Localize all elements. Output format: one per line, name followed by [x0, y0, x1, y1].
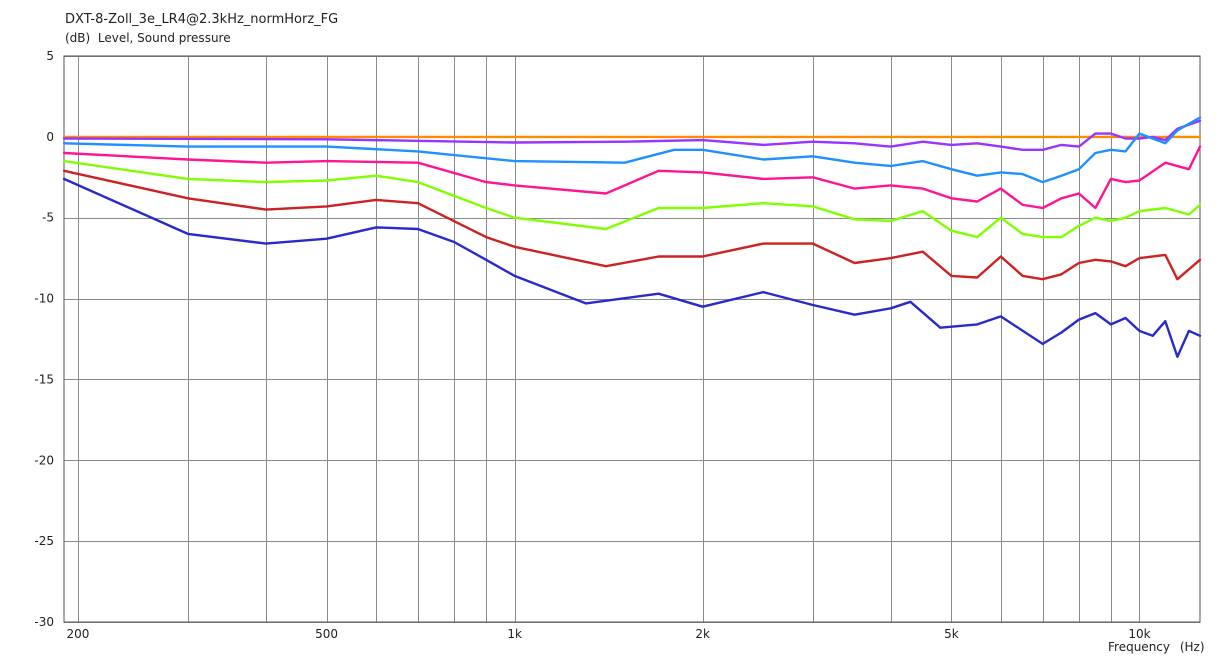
- y-tick-label: 5: [46, 49, 54, 63]
- y-tick-label: -20: [34, 453, 54, 467]
- y-axis-unit: (dB): [65, 31, 91, 45]
- chart-title: DXT-8-Zoll_3e_LR4@2.3kHz_normHorz_FG: [65, 12, 339, 27]
- series-line-7: [62, 177, 1202, 358]
- y-axis-label: (dB) Level, Sound pressure: [65, 31, 231, 45]
- series-line-3: [62, 116, 1202, 184]
- series-line-2: [62, 119, 1202, 151]
- series-line-6: [62, 169, 1202, 281]
- y-tick-label: -5: [42, 211, 54, 225]
- x-axis-title: Frequency: [1108, 640, 1170, 654]
- series-lines: [62, 116, 1202, 358]
- x-tick-label: 2k: [695, 627, 710, 641]
- x-tick-labels: 200 500 1k 2k 5k 10k: [66, 627, 1150, 641]
- x-tick-label: 500: [315, 627, 338, 641]
- x-tick-label: 5k: [944, 627, 959, 641]
- y-tick-label: -25: [34, 534, 54, 548]
- x-tick-label: 10k: [1128, 627, 1150, 641]
- x-axis-label: Frequency (Hz): [1108, 640, 1205, 654]
- y-tick-label: -15: [34, 372, 54, 386]
- series-line-5: [62, 159, 1202, 239]
- x-tick-label: 200: [66, 627, 89, 641]
- x-tick-label: 1k: [507, 627, 522, 641]
- y-axis-title: Level, Sound pressure: [97, 31, 231, 45]
- series-line-4: [62, 145, 1202, 210]
- y-tick-labels: 5 0 -5 -10 -15 -20 -25 -30: [34, 49, 54, 629]
- y-tick-label: -10: [34, 292, 54, 306]
- y-tick-label: -30: [34, 615, 54, 629]
- plot-frame: [63, 55, 1201, 623]
- y-tick-label: 0: [46, 130, 54, 144]
- x-axis-unit: (Hz): [1180, 640, 1205, 654]
